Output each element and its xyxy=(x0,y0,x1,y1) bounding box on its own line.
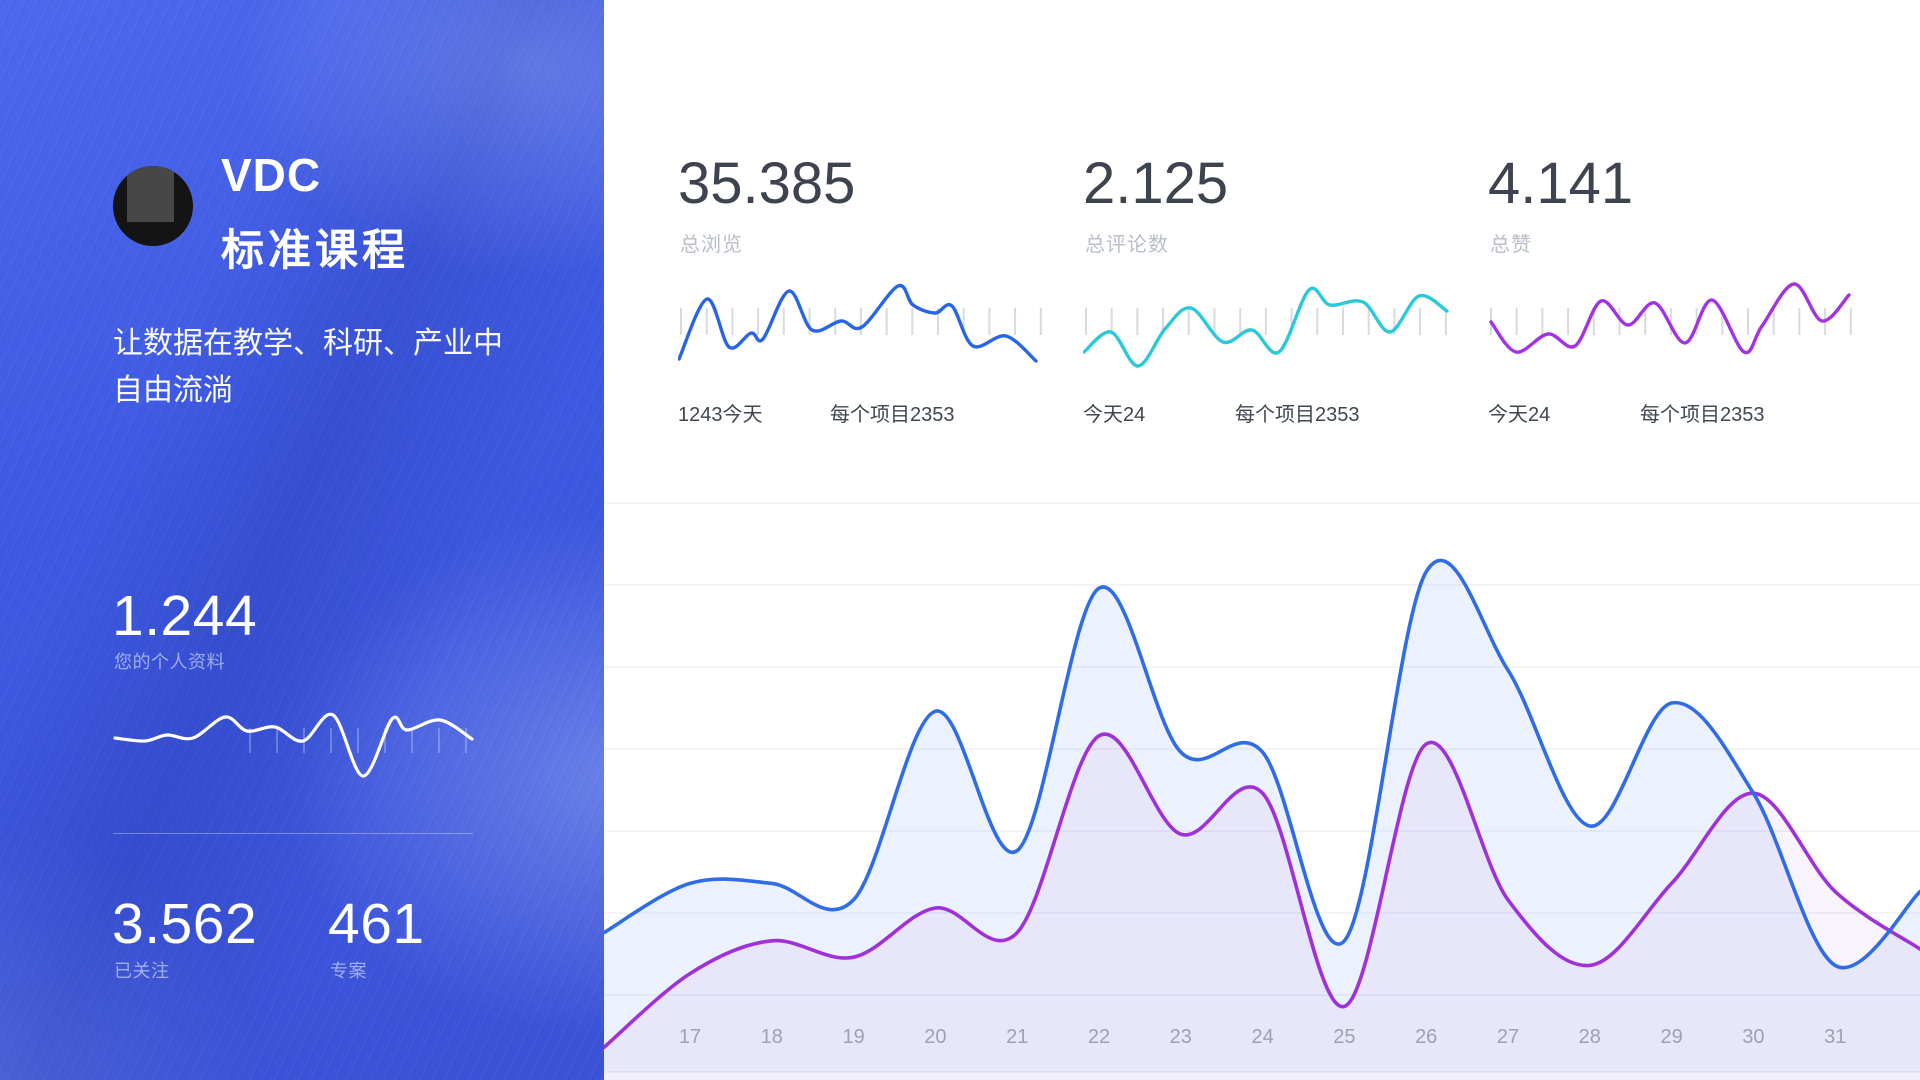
profile-sidebar: VDC 标准课程 让数据在教学、科研、产业中 自由流淌 1.244 您的个人资料… xyxy=(0,0,604,1080)
stat-card-total-likes[interactable]: 4.141 总赞 今天24 每个项目2353 xyxy=(1488,150,1856,440)
brand-subtitle: 标准课程 xyxy=(221,227,409,275)
brand-logo[interactable] xyxy=(113,166,193,246)
logo-mark-icon xyxy=(127,166,174,222)
stat-card-total-comments[interactable]: 2.125 总评论数 今天24 每个项目2353 xyxy=(1083,150,1451,440)
projects-stat-label: 专案 xyxy=(330,961,367,981)
stat-value: 2.125 xyxy=(1083,151,1229,216)
stat-per-project: 每个项目2353 xyxy=(1235,404,1360,426)
stat-sparkline xyxy=(1083,286,1449,368)
stat-today: 今天24 xyxy=(1488,404,1551,426)
profile-stat-value: 1.244 xyxy=(112,584,258,648)
stat-label: 总赞 xyxy=(1490,234,1532,256)
sidebar-divider xyxy=(113,833,473,834)
tagline-line-2: 自由流淌 xyxy=(113,374,233,407)
stat-card-total-views[interactable]: 35.385 总浏览 1243今天 每个项目2353 xyxy=(678,150,1046,440)
stat-label: 总评论数 xyxy=(1085,234,1169,256)
stat-footnotes: 今天24 每个项目2353 xyxy=(1488,398,1856,427)
followed-stat-value: 3.562 xyxy=(112,892,258,956)
stat-label: 总浏览 xyxy=(680,234,743,256)
tagline-line-1: 让数据在教学、科研、产业中 xyxy=(113,327,503,360)
stat-per-project: 每个项目2353 xyxy=(830,404,955,426)
brand-title: VDC xyxy=(221,149,322,201)
main-area-chart[interactable] xyxy=(604,460,1920,1080)
followed-stat-label: 已关注 xyxy=(114,961,170,981)
stat-today: 1243今天 xyxy=(678,404,763,426)
stat-per-project: 每个项目2353 xyxy=(1640,404,1765,426)
stat-value: 35.385 xyxy=(678,151,856,216)
projects-stat-value: 461 xyxy=(328,892,425,956)
stat-sparkline xyxy=(1489,282,1852,355)
stat-footnotes: 今天24 每个项目2353 xyxy=(1083,398,1451,427)
stat-footnotes: 1243今天 每个项目2353 xyxy=(678,398,1046,427)
brand-tagline: 让数据在教学、科研、产业中 自由流淌 xyxy=(113,320,553,414)
stat-sparkline xyxy=(678,283,1042,363)
stat-today: 今天24 xyxy=(1083,404,1146,426)
stats-main: 35.385 总浏览 1243今天 每个项目2353 2.125 总评论数 今天… xyxy=(604,0,1920,1080)
profile-stat-label: 您的个人资料 xyxy=(114,652,225,672)
profile-trend-sparkline xyxy=(113,712,474,778)
stat-value: 4.141 xyxy=(1488,151,1634,216)
